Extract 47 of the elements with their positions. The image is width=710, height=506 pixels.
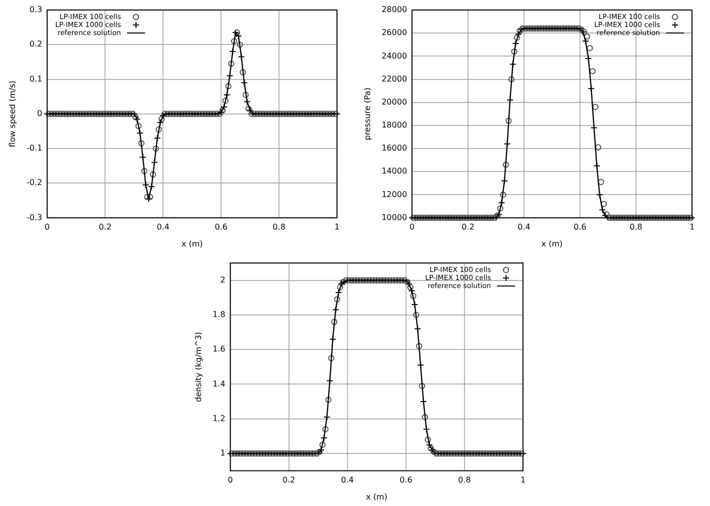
- x-tick-label: 0.2: [282, 476, 296, 485]
- x-tick-label: 1: [520, 476, 526, 485]
- x-tick-label: 0.8: [458, 476, 471, 485]
- x-tick-label: 0: [44, 222, 50, 232]
- y-tick-label: 1.4: [212, 379, 226, 388]
- x-tick-label: 0.2: [98, 222, 112, 232]
- x-tick-label: 1: [689, 222, 695, 232]
- x-tick-label: 0: [228, 476, 233, 485]
- x-axis-title: x (m): [181, 239, 203, 248]
- y-tick-label: 1.2: [212, 414, 226, 423]
- y-axis-title: flow speed (m/s): [8, 80, 17, 148]
- y-tick-label: 2: [220, 275, 226, 284]
- y-tick-label: 14000: [382, 166, 408, 176]
- y-tick-label: 10000: [382, 212, 408, 222]
- y-tick-label: 0.1: [29, 74, 42, 84]
- y-axis-title: pressure (Pa): [362, 88, 372, 140]
- x-tick-label: 0.6: [214, 222, 228, 232]
- y-tick-label: 0: [37, 108, 42, 118]
- x-tick-label: 0.6: [400, 476, 412, 485]
- y-tick-label: 22000: [382, 74, 408, 84]
- x-tick-label: 0.4: [341, 476, 354, 485]
- y-tick-label: -0.3: [26, 212, 42, 222]
- y-tick-label: -0.1: [26, 144, 42, 153]
- x-tick-label: 0.4: [518, 222, 530, 232]
- y-tick-label: 18000: [382, 120, 408, 130]
- y-axis-title: density (kg/m^3): [194, 332, 203, 402]
- y-tick-label: 16000: [382, 144, 408, 153]
- y-tick-label: 1.8: [212, 310, 226, 320]
- y-tick-label: 1.6: [212, 344, 226, 354]
- x-tick-label: 0.6: [574, 222, 586, 232]
- x-tick-label: 1: [334, 222, 340, 232]
- y-tick-label: 1: [220, 448, 226, 458]
- y-tick-label: 0.3: [29, 5, 42, 14]
- x-axis-title: x (m): [366, 492, 388, 502]
- y-tick-label: -0.2: [26, 178, 42, 188]
- x-axis-title: x (m): [541, 239, 563, 248]
- x-tick-label: 0.8: [630, 222, 642, 232]
- x-tick-label: 0.2: [462, 222, 474, 232]
- x-tick-label: 0.4: [156, 222, 170, 232]
- x-tick-label: 0: [410, 222, 415, 232]
- y-tick-label: 0.2: [29, 40, 42, 49]
- y-tick-label: 20000: [382, 97, 408, 106]
- y-tick-label: 28000: [382, 5, 408, 14]
- x-tick-label: 0.8: [272, 222, 286, 232]
- y-tick-label: 26000: [382, 28, 408, 38]
- y-tick-label: 12000: [382, 190, 408, 199]
- y-tick-label: 24000: [382, 51, 408, 60]
